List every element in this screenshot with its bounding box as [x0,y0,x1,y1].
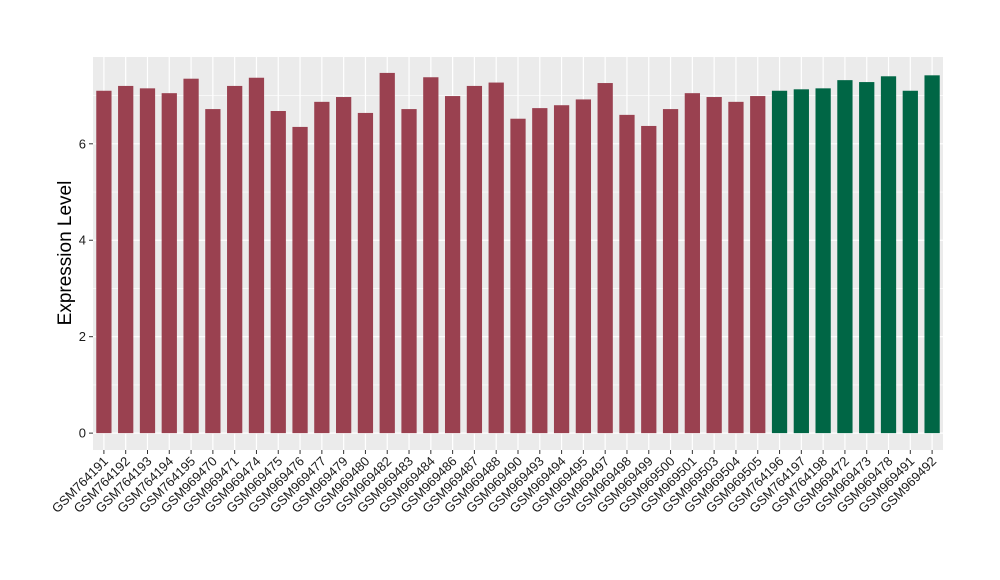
bar [466,85,483,434]
bar [336,97,352,434]
bar [118,85,134,434]
bar [270,111,286,434]
bar [662,109,679,434]
bar [815,88,831,434]
y-tick-label: 0 [79,426,86,441]
bar [510,118,526,434]
bar [227,85,243,434]
bar [706,97,722,434]
bar [248,77,265,434]
bar [837,80,853,434]
y-tick-label: 2 [79,329,86,344]
bar [859,82,875,434]
bar [684,93,700,434]
bar [96,90,112,434]
bar [488,82,504,434]
bar [532,108,548,434]
bar [619,114,635,434]
bar [728,101,744,434]
bar [902,90,918,434]
y-axis: 0 2 4 6 [79,136,93,441]
bar [357,112,374,434]
bar [314,101,330,434]
bar [641,125,657,434]
bar [401,109,417,434]
y-tick-label: 4 [79,233,86,248]
bar [750,96,766,434]
x-axis: GSM764191GSM764192GSM764193GSM764194GSM7… [49,450,939,516]
bar [597,83,613,434]
bar [379,72,395,434]
bar [924,75,940,434]
bar [771,90,788,434]
bar [205,109,221,434]
bar [793,89,809,434]
bar [423,77,439,434]
bar [139,88,156,434]
bar [880,76,897,434]
bar [575,99,592,434]
bar [444,96,461,434]
bar [161,93,177,434]
bars [96,72,940,434]
y-axis-title: Expression Level [55,181,76,326]
bar [292,126,308,434]
bar [183,78,199,434]
y-tick-label: 6 [79,136,86,151]
bar [553,105,570,434]
